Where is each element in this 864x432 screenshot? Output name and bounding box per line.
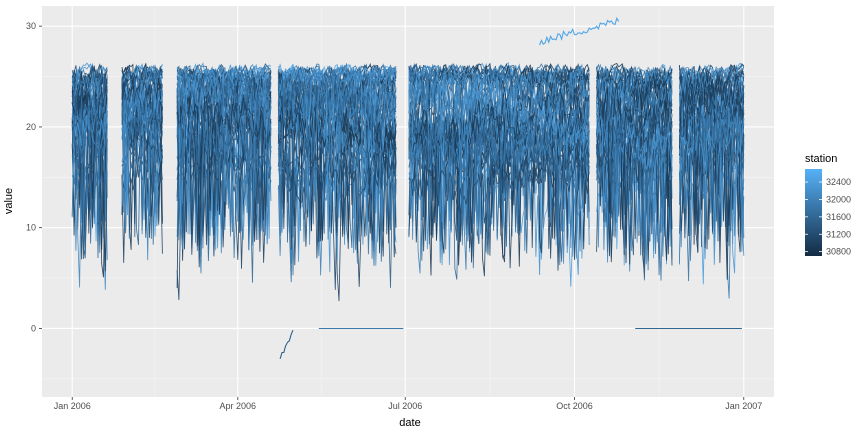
series-line bbox=[71, 80, 745, 283]
legend-tick-label: 31600 bbox=[826, 212, 851, 222]
series-layer bbox=[71, 16, 745, 360]
legend-tick-label: 32400 bbox=[826, 177, 851, 187]
x-tick-label: Oct 2006 bbox=[556, 401, 593, 411]
minor-grid bbox=[42, 6, 774, 397]
legend-tick-label: 32000 bbox=[826, 194, 851, 204]
x-tick-label: Jul 2006 bbox=[388, 401, 422, 411]
series-line bbox=[71, 63, 745, 273]
y-tick-label: 0 bbox=[31, 323, 36, 333]
series-line-highlight bbox=[539, 16, 620, 46]
legend-tick-label: 30800 bbox=[826, 247, 851, 257]
series-line-highlight bbox=[279, 329, 294, 360]
x-tick-label: Apr 2006 bbox=[220, 401, 257, 411]
x-axis-title: date bbox=[399, 417, 420, 429]
y-tick-label: 10 bbox=[26, 223, 36, 233]
y-axis-title: value bbox=[3, 188, 15, 214]
x-tick-label: Jan 2007 bbox=[725, 401, 762, 411]
y-axis: 0 10 20 30 bbox=[26, 21, 42, 333]
legend-tick-label: 31200 bbox=[826, 229, 851, 239]
legend-title: station bbox=[805, 153, 837, 165]
y-tick-label: 20 bbox=[26, 122, 36, 132]
legend-colorbar bbox=[805, 169, 822, 256]
x-tick-label: Jan 2006 bbox=[54, 401, 91, 411]
y-tick-label: 30 bbox=[26, 21, 36, 31]
legend-ticks: 32400 32000 31600 31200 30800 bbox=[805, 177, 851, 257]
x-axis: Jan 2006 Apr 2006 Jul 2006 Oct 2006 Jan 2007 bbox=[54, 397, 762, 411]
legend: station 32400 32000 31600 31200 30800 bbox=[805, 153, 851, 257]
